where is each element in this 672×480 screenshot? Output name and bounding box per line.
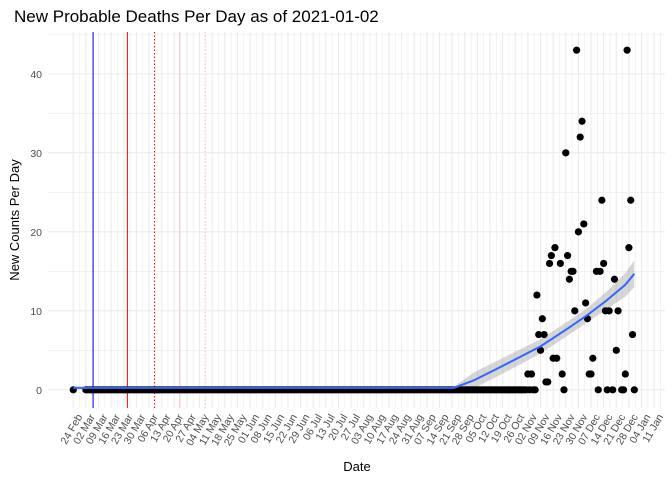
smooth-band [73,260,635,390]
data-point [574,228,583,236]
data-point [628,330,637,339]
data-point [560,386,568,394]
data-point [547,251,555,260]
data-point [553,354,561,362]
smooth-line [73,273,636,389]
data-point [619,386,628,394]
y-axis-label: New Counts Per Day [7,159,22,281]
data-point [538,315,546,323]
data-point [594,386,602,394]
y-tick-labels: 0 10 20 30 40 [30,69,42,397]
data-point [625,244,633,252]
data-point [627,196,635,204]
data-point [571,307,579,315]
data-point [531,386,539,394]
data-point [572,46,581,54]
data-point [545,259,554,268]
data-point [563,251,572,260]
data-point [562,149,570,157]
smooth-curve [73,273,636,389]
data-point [630,386,638,394]
data-point [551,244,559,252]
data-point [576,133,584,141]
vertical-lines [92,32,206,408]
data-point [609,386,617,394]
data-point [589,354,597,362]
data-point [569,267,577,275]
data-point [587,370,595,378]
y-tick-label: 40 [30,69,42,81]
confidence-band [73,260,635,390]
data-point [540,330,548,339]
data-point [536,346,545,354]
data-point [544,378,552,386]
data-point [603,386,611,394]
grid [48,32,665,408]
data-point [614,307,622,315]
data-point [623,46,631,54]
data-point [558,370,566,378]
data-point [596,267,604,275]
data-point [578,117,586,125]
data-point [535,330,543,339]
data-point [600,259,608,268]
data-point [580,220,588,228]
data-point [598,196,606,204]
y-tick-label: 30 [30,148,42,160]
data-point [565,275,573,283]
data-point [621,370,629,378]
y-tick-label: 0 [36,385,42,397]
chart-title: New Probable Deaths Per Day as of 2021-0… [14,7,379,26]
x-axis-label: Date [343,459,370,474]
data-point [605,307,613,315]
y-tick-label: 20 [30,227,42,239]
data-point [582,299,590,307]
data-point [556,259,564,268]
y-tick-label: 10 [30,306,42,318]
data-point [610,275,619,283]
data-point [527,370,536,378]
data-point [612,346,620,354]
data-point [533,291,541,299]
